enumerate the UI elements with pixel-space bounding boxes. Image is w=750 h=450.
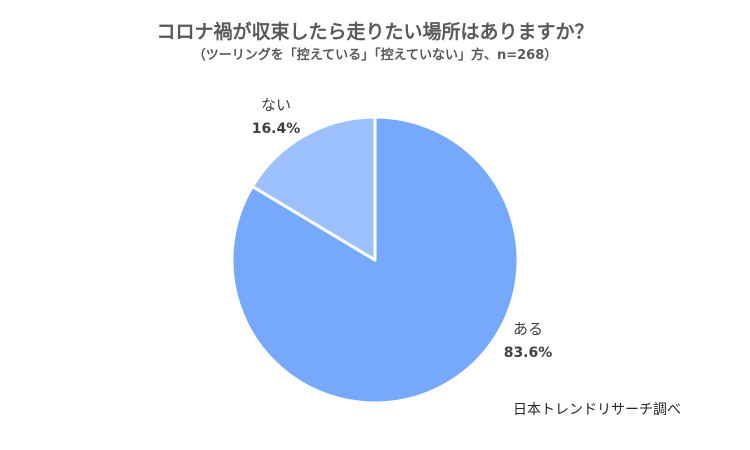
chart-title: コロナ禍が収束したら走りたい場所はありますか？ (156, 21, 594, 43)
slice-label: ある (513, 320, 543, 338)
slice-label: ない (261, 96, 291, 114)
pie-slices (230, 115, 520, 405)
slice-value-label: 83.6% (504, 345, 553, 361)
source-note: 日本トレンドリサーチ調べ (513, 402, 681, 418)
pie-labels: ある 83.6% ない 16.4% (252, 96, 553, 361)
chart-subtitle: （ツーリングを「控えている」「控えていない」方、n=268） (192, 48, 558, 63)
pie-slice-aru (230, 115, 520, 405)
slice-value-label: 16.4% (252, 121, 301, 137)
pie-slice-nai (250, 115, 377, 262)
